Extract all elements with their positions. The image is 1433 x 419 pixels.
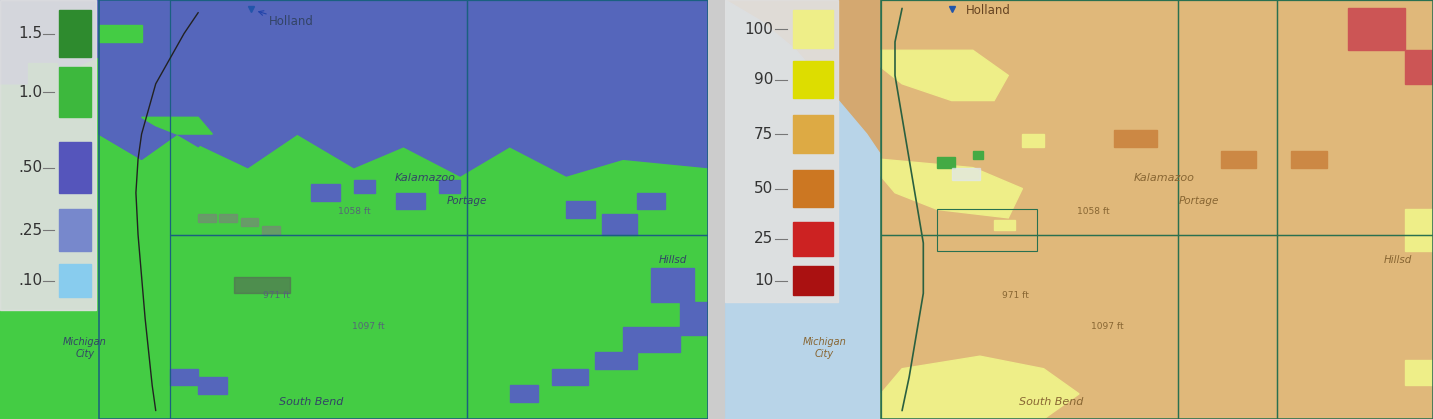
Bar <box>792 222 833 256</box>
Text: .10: .10 <box>19 273 42 288</box>
Bar <box>262 226 279 235</box>
Bar <box>59 142 90 193</box>
Text: 100: 100 <box>744 22 774 37</box>
Text: Holland: Holland <box>259 11 314 28</box>
Polygon shape <box>99 0 708 176</box>
Bar <box>995 220 1016 230</box>
Polygon shape <box>881 159 1022 218</box>
Bar <box>1404 210 1433 251</box>
Bar <box>1277 0 1433 235</box>
Bar <box>881 0 1178 235</box>
Bar <box>1115 130 1156 147</box>
Text: .50: .50 <box>19 160 42 175</box>
Bar <box>937 157 956 168</box>
Text: 10: 10 <box>754 273 774 288</box>
Text: 50: 50 <box>754 181 774 196</box>
Bar <box>792 10 833 48</box>
Bar <box>510 385 537 402</box>
Polygon shape <box>881 50 1009 101</box>
Bar <box>881 0 1433 419</box>
Bar <box>438 180 460 193</box>
Text: 90: 90 <box>754 72 774 87</box>
Text: 1058 ft: 1058 ft <box>338 207 370 216</box>
Bar <box>198 377 226 394</box>
Text: 1.0: 1.0 <box>19 85 42 100</box>
Bar <box>595 352 638 369</box>
Bar <box>198 214 216 222</box>
Bar <box>952 168 980 180</box>
Bar <box>881 0 1433 419</box>
Polygon shape <box>142 117 212 134</box>
Bar <box>219 214 236 222</box>
Text: Kalamazoo: Kalamazoo <box>394 173 456 183</box>
Text: Portage: Portage <box>447 196 487 206</box>
Polygon shape <box>29 63 57 84</box>
Bar <box>638 193 665 210</box>
Text: 1.5: 1.5 <box>19 26 42 41</box>
Text: South Bend: South Bend <box>279 397 344 407</box>
Text: Michigan
City: Michigan City <box>802 337 845 359</box>
Bar <box>566 201 595 218</box>
Text: 25: 25 <box>754 231 774 246</box>
Polygon shape <box>725 0 937 419</box>
Bar <box>311 184 340 201</box>
Bar <box>59 210 90 251</box>
Text: Hillsd: Hillsd <box>658 255 686 265</box>
Text: 971 ft: 971 ft <box>1002 291 1029 300</box>
Bar <box>0 0 96 310</box>
Bar <box>397 193 424 210</box>
Bar <box>602 214 638 235</box>
Text: 1058 ft: 1058 ft <box>1076 207 1109 216</box>
Bar <box>1277 235 1433 419</box>
Bar <box>171 369 198 385</box>
Text: 1097 ft: 1097 ft <box>1091 322 1123 331</box>
Bar <box>99 0 708 419</box>
Bar <box>171 0 467 235</box>
Bar <box>792 115 833 153</box>
Bar <box>679 302 708 335</box>
Bar <box>234 277 291 293</box>
Text: 75: 75 <box>754 127 774 142</box>
Text: 971 ft: 971 ft <box>262 291 289 300</box>
Bar <box>467 235 708 419</box>
Bar <box>792 266 833 295</box>
Text: Michigan
City: Michigan City <box>63 337 107 359</box>
Bar <box>59 67 90 117</box>
Bar <box>552 369 588 385</box>
Bar <box>1348 8 1404 50</box>
Bar <box>623 327 679 352</box>
Bar <box>1221 151 1255 168</box>
Bar <box>792 170 833 207</box>
Bar <box>171 235 467 419</box>
Bar <box>1291 151 1327 168</box>
Text: Hillsd: Hillsd <box>1383 255 1412 265</box>
Bar <box>1404 360 1433 385</box>
Polygon shape <box>881 0 1433 419</box>
Bar <box>973 151 983 159</box>
Text: South Bend: South Bend <box>1019 397 1083 407</box>
Bar <box>241 218 258 226</box>
Bar <box>1022 134 1043 147</box>
Bar <box>1404 50 1433 84</box>
Text: .25: .25 <box>19 223 42 238</box>
Bar <box>725 0 838 302</box>
Bar <box>59 10 90 57</box>
Bar <box>59 264 90 297</box>
Text: 1097 ft: 1097 ft <box>351 322 384 331</box>
Bar <box>467 0 708 235</box>
Bar <box>792 61 833 98</box>
Bar <box>354 180 375 193</box>
Bar <box>1178 235 1277 419</box>
Bar <box>651 268 694 302</box>
Polygon shape <box>99 25 142 42</box>
Polygon shape <box>881 356 1079 419</box>
Polygon shape <box>0 0 212 159</box>
Bar <box>881 235 1178 419</box>
Bar <box>1178 0 1277 235</box>
Text: Holland: Holland <box>966 4 1010 17</box>
Text: Portage: Portage <box>1179 196 1219 206</box>
Bar <box>937 210 1036 251</box>
Text: Kalamazoo: Kalamazoo <box>1134 173 1195 183</box>
